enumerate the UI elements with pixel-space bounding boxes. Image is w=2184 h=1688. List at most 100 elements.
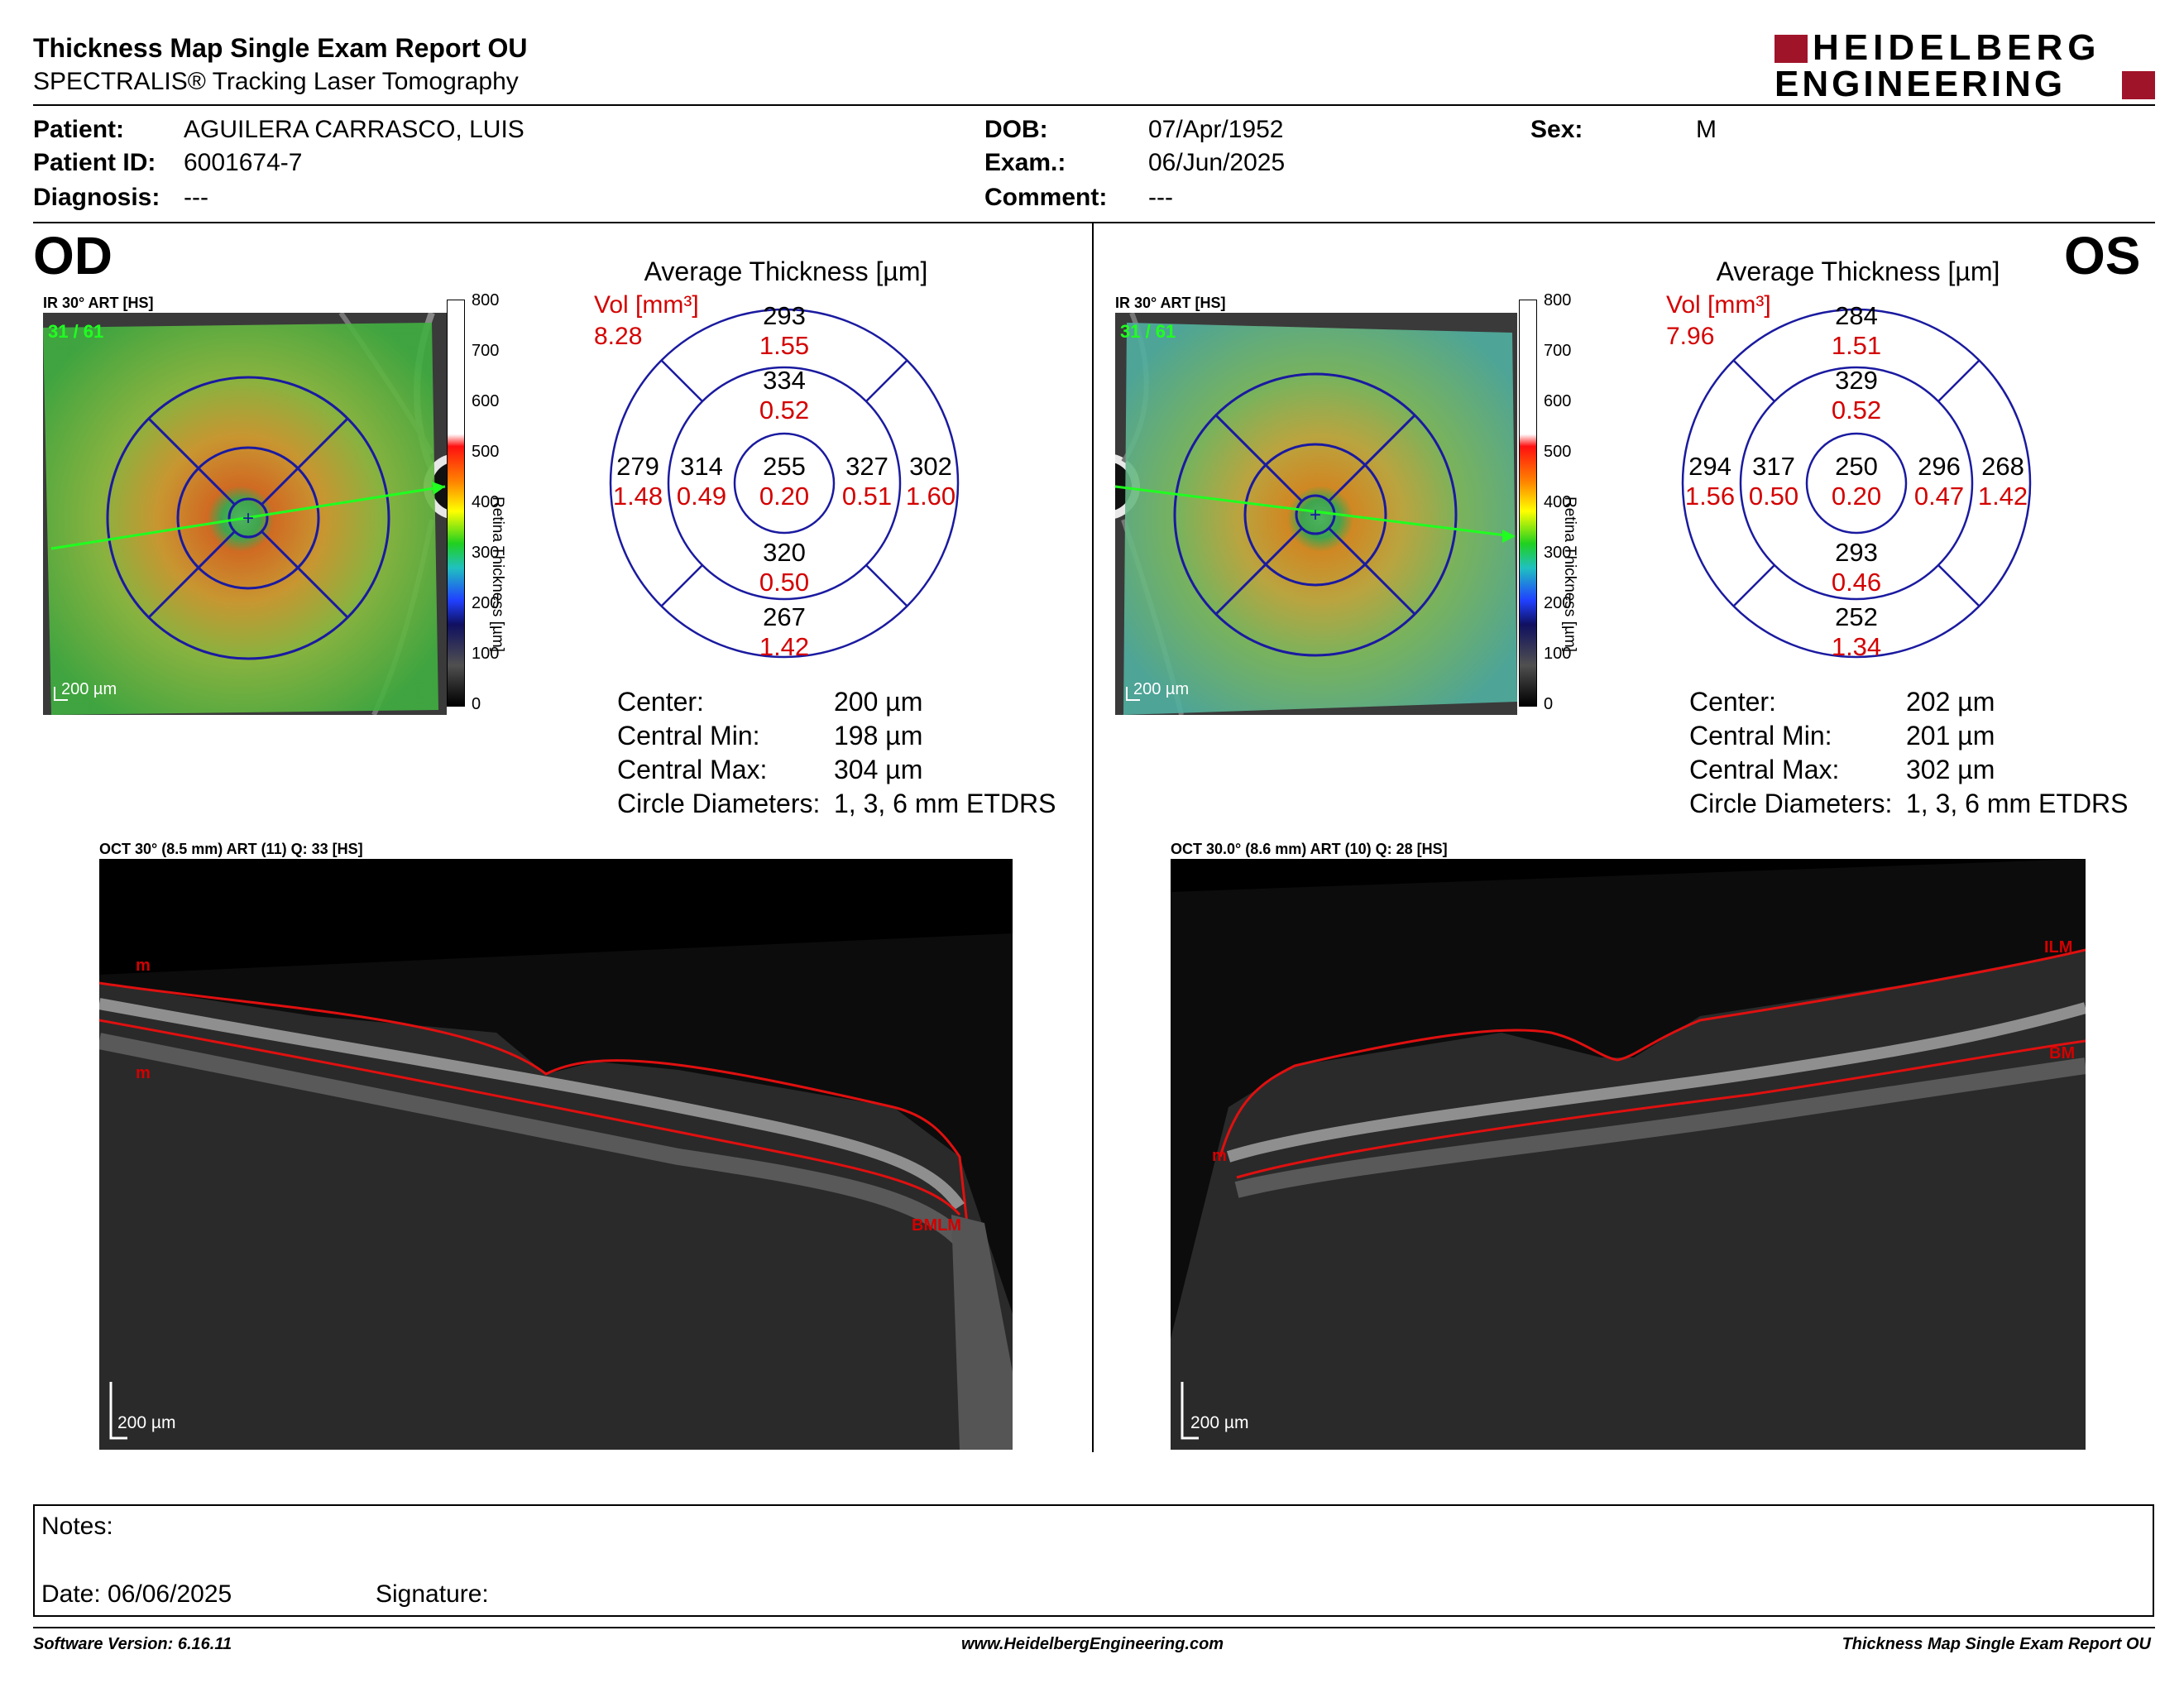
od-stat-label: Central Max: [617, 755, 768, 784]
od-stat-label: Circle Diameters: [617, 789, 821, 818]
od-sector-inner-bottom: 320 0.50 [759, 538, 810, 597]
os-oct-scan[interactable]: ILM BM m 200 µm [1171, 859, 2086, 1450]
od-oct-mark: BMLM [912, 1216, 961, 1235]
os-sector-inner-top: 329 0.52 [1831, 366, 1882, 424]
notes-label: Notes: [41, 1513, 113, 1540]
tick: 500 [1544, 443, 1572, 461]
signature-label: Signature: [376, 1580, 489, 1608]
os-stat-value: 1, 3, 6 mm ETDRS [1906, 789, 2129, 818]
tick: 400 [472, 493, 500, 511]
os-colorbar [1519, 300, 1537, 707]
od-frame-label: 31 / 61 [48, 321, 104, 342]
od-ir-label: IR 30° ART [HS] [43, 295, 154, 311]
os-sector-right: 268 1.42 [1977, 452, 2028, 511]
os-vol-value: 7.96 [1666, 323, 1715, 350]
od-oct-label: OCT 30° (8.5 mm) ART (11) Q: 33 [HS] [99, 841, 363, 857]
os-sector-inner-right: 296 0.47 [1913, 452, 1965, 511]
exam-value: 06/Jun/2025 [1148, 149, 1286, 176]
od-stat-value: 304 µm [834, 755, 923, 784]
od-fundus-image[interactable]: + 31 / 61 200 µm [43, 313, 447, 715]
website-link[interactable]: www.HeidelbergEngineering.com [961, 1635, 1224, 1653]
os-stat-label: Central Min: [1689, 721, 1832, 750]
od-scale-label: 200 µm [61, 680, 117, 698]
patient-name: AGUILERA CARRASCO, LUIS [184, 116, 524, 143]
od-etdrs-grid: 293 1.55 334 0.52 279 1.48 314 0.49 255 0.20 … [594, 293, 975, 674]
os-avg-title: Average Thickness [µm] [1684, 257, 2032, 287]
os-oct-scale: 200 µm [1190, 1413, 1249, 1432]
tick: 300 [1544, 544, 1572, 562]
tick: 100 [1544, 645, 1572, 663]
tick: 800 [472, 291, 500, 309]
patient-label: Patient: [33, 116, 125, 143]
os-stat-label: Central Max: [1689, 755, 1840, 784]
od-avg-title-text: Average Thickness [µm] [644, 257, 928, 286]
od-stat-value: 198 µm [834, 721, 923, 750]
od-stat-label: Central Min: [617, 721, 760, 750]
os-oct-label: OCT 30.0° (8.6 mm) ART (10) Q: 28 [HS] [1171, 841, 1448, 857]
report-title: Thickness Map Single Exam Report OU [33, 33, 528, 63]
os-sector-inner-bottom: 293 0.46 [1831, 538, 1882, 597]
od-oct-scale: 200 µm [117, 1413, 176, 1432]
os-oct-mark: BM [2049, 1044, 2076, 1062]
od-sector-inner-left: 314 0.49 [676, 452, 727, 511]
os-frame-label: 31 / 61 [1120, 321, 1176, 342]
diagnosis-value: --- [184, 184, 208, 211]
tick: 400 [1544, 493, 1572, 511]
heidelberg-logo: HEIDELBERG ENGINEERING [1774, 27, 2155, 103]
od-colorbar-ticks: 800 700 600 500 400 300 200 100 0 [472, 291, 521, 713]
tick: 200 [1544, 594, 1572, 612]
os-sector-top: 284 1.51 [1831, 301, 1882, 360]
tick: 600 [1544, 392, 1572, 410]
od-sector-center: 255 0.20 [759, 452, 810, 511]
os-stat-value: 201 µm [1906, 721, 1995, 750]
sex-label: Sex: [1530, 116, 1583, 143]
os-colorbar-label: Retina Thickness [µm] [1561, 496, 1578, 652]
od-sector-top: 293 1.55 [759, 301, 810, 360]
tick: 0 [1544, 695, 1554, 713]
date-label: Date: 06/06/2025 [41, 1580, 232, 1608]
od-oct-scan[interactable]: m m BMLM 200 µm [99, 859, 1013, 1450]
tick: 500 [472, 443, 500, 461]
od-sector-left: 279 1.48 [612, 452, 663, 511]
os-stat-label: Circle Diameters: [1689, 789, 1893, 818]
os-etdrs-grid: 284 1.51 329 0.52 294 1.56 317 0.50 250 0.20 … [1666, 293, 2047, 674]
os-sector-center: 250 0.20 [1831, 452, 1882, 511]
od-colorbar-label: Retina Thickness [µm] [489, 496, 506, 652]
logo-red-block [1774, 35, 1808, 63]
logo-text-1: HEIDELBERG [1813, 27, 2101, 68]
info-divider [33, 222, 2155, 223]
software-version: Software Version: 6.16.11 [33, 1635, 232, 1653]
os-sector-inner-left: 317 0.50 [1748, 452, 1799, 511]
report-subtitle: SPECTRALIS® Tracking Laser Tomography [33, 68, 519, 95]
tick: 600 [472, 392, 500, 410]
patient-id: 6001674-7 [184, 149, 303, 176]
os-avg-title-text: Average Thickness [µm] [1716, 257, 2000, 286]
od-oct-mark: m [136, 957, 151, 975]
os-sector-left: 294 1.56 [1684, 452, 1736, 511]
os-oct-mark: ILM [2044, 938, 2073, 957]
footer-report-title: Thickness Map Single Exam Report OU [1842, 1635, 2151, 1653]
tick: 200 [472, 594, 500, 612]
svg-text:+: + [1310, 504, 1321, 526]
os-colorbar-ticks: 800 700 600 500 400 300 200 100 0 [1544, 291, 1593, 713]
os-fundus-image[interactable]: + 31 / 61 200 µm [1115, 313, 1517, 715]
tick: 700 [1544, 342, 1572, 360]
comment-value: --- [1148, 184, 1173, 211]
od-vol-label: Vol [mm³] [594, 291, 699, 319]
od-stat-value: 1, 3, 6 mm ETDRS [834, 789, 1056, 818]
exam-label: Exam.: [984, 149, 1066, 176]
os-oct-mark: m [1212, 1147, 1227, 1165]
od-oct-mark: m [136, 1064, 151, 1082]
notes-box[interactable]: Notes: Date: 06/06/2025 Signature: [33, 1504, 2154, 1617]
diagnosis-label: Diagnosis: [33, 184, 160, 211]
sex-value: M [1696, 116, 1717, 143]
od-sector-inner-right: 327 0.51 [841, 452, 893, 511]
os-vol-label: Vol [mm³] [1666, 291, 1771, 319]
od-stat-label: Center: [617, 687, 704, 717]
svg-text:+: + [242, 507, 254, 530]
od-eye-label: OD [33, 226, 113, 285]
os-eye-label: OS [2064, 226, 2141, 285]
od-vol-value: 8.28 [594, 323, 643, 350]
od-stat-value: 200 µm [834, 687, 923, 717]
center-divider [1092, 223, 1094, 1452]
